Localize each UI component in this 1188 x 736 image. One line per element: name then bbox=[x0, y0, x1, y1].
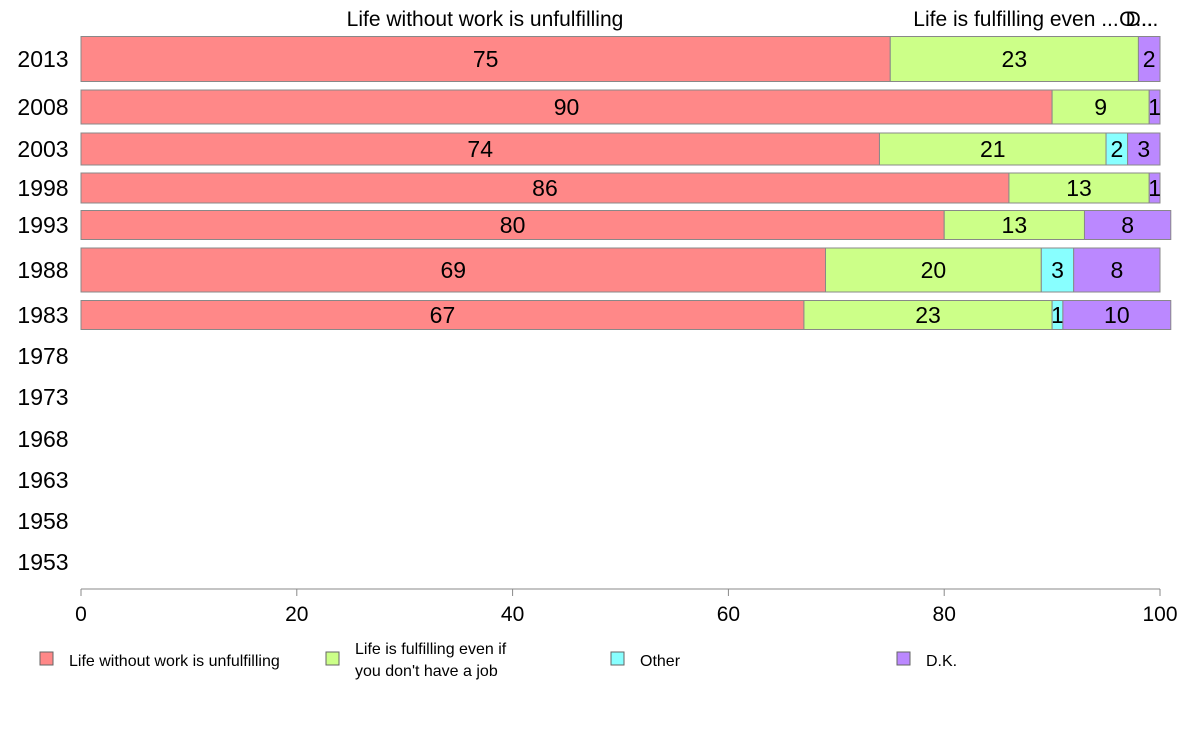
bar-segment bbox=[1051, 89, 1150, 125]
legend-label: you don't have a job bbox=[355, 663, 498, 680]
bar-value-label: 8 bbox=[1110, 257, 1123, 283]
bar-value-label: 69 bbox=[440, 257, 466, 283]
bar-value-label: 67 bbox=[430, 302, 456, 328]
bar-value-label: 74 bbox=[467, 136, 493, 162]
bar-segment bbox=[1148, 89, 1161, 125]
bar-segment bbox=[825, 247, 1042, 293]
bar-segment bbox=[1062, 300, 1172, 330]
bar-segment bbox=[878, 132, 1107, 166]
bar-segment bbox=[1127, 132, 1161, 166]
year-label: 1993 bbox=[17, 212, 68, 238]
year-label: 1988 bbox=[17, 257, 68, 283]
bar-value-label: 2 bbox=[1110, 136, 1123, 162]
year-label: 1983 bbox=[17, 302, 68, 328]
bar-value-label: 90 bbox=[554, 94, 580, 120]
x-tick-label: 80 bbox=[933, 603, 956, 626]
bar-value-label: 1 bbox=[1148, 94, 1161, 120]
top-series-label: D... bbox=[1126, 8, 1159, 31]
bar-segment bbox=[943, 210, 1085, 240]
bar-segment bbox=[80, 300, 805, 330]
bar-value-label: 21 bbox=[980, 136, 1006, 162]
bar-value-label: 23 bbox=[1002, 46, 1028, 72]
bar-value-label: 9 bbox=[1094, 94, 1107, 120]
bar-value-label: 10 bbox=[1104, 302, 1130, 328]
bar-value-label: 80 bbox=[500, 212, 526, 238]
bar-segment bbox=[80, 132, 880, 166]
bar-segment bbox=[80, 210, 945, 240]
bar-segment bbox=[1148, 172, 1161, 204]
year-label: 2008 bbox=[17, 94, 68, 120]
bar-segment bbox=[80, 172, 1010, 204]
year-label: 1998 bbox=[17, 175, 68, 201]
bar-value-label: 20 bbox=[921, 257, 947, 283]
year-label: 1953 bbox=[17, 549, 68, 575]
x-tick-label: 20 bbox=[285, 603, 308, 626]
bar-value-label: 1 bbox=[1148, 175, 1161, 201]
legend-swatch bbox=[325, 651, 340, 666]
bar-value-label: 3 bbox=[1137, 136, 1150, 162]
x-tick-label: 100 bbox=[1142, 603, 1177, 626]
year-label: 1968 bbox=[17, 426, 68, 452]
bar-value-label: 13 bbox=[1002, 212, 1028, 238]
top-series-label: Life without work is unfulfilling bbox=[347, 8, 624, 31]
top-series-label: Life is fulfilling even ... bbox=[913, 8, 1118, 31]
x-tick-label: 40 bbox=[501, 603, 524, 626]
bar-value-label: 23 bbox=[915, 302, 941, 328]
bar-value-label: 2 bbox=[1143, 46, 1156, 72]
bar-segment bbox=[1083, 210, 1172, 240]
bar-value-label: 8 bbox=[1121, 212, 1134, 238]
year-label: 2003 bbox=[17, 136, 68, 162]
legend-swatch bbox=[39, 651, 54, 666]
bar-segment bbox=[803, 300, 1053, 330]
year-label: 1978 bbox=[17, 343, 68, 369]
bar-segment bbox=[889, 36, 1139, 82]
bar-segment bbox=[1137, 36, 1161, 82]
year-label: 1958 bbox=[17, 508, 68, 534]
bar-value-label: 3 bbox=[1051, 257, 1064, 283]
bar-segment bbox=[1040, 247, 1075, 293]
legend-swatch bbox=[896, 651, 911, 666]
x-tick-label: 60 bbox=[717, 603, 740, 626]
legend-label: Life without work is unfulfilling bbox=[69, 653, 280, 670]
year-label: 1973 bbox=[17, 384, 68, 410]
bar-value-label: 13 bbox=[1066, 175, 1092, 201]
legend-label: Life is fulfilling even if bbox=[355, 641, 507, 658]
legend-label: D.K. bbox=[926, 653, 957, 670]
x-tick-label: 0 bbox=[75, 603, 87, 626]
legend-label: Other bbox=[640, 653, 681, 670]
bar-segment bbox=[80, 89, 1053, 125]
bar-value-label: 1 bbox=[1051, 302, 1064, 328]
legend-swatch bbox=[610, 651, 625, 666]
top-series-label: O... bbox=[1119, 8, 1153, 31]
bar-segment bbox=[1073, 247, 1161, 293]
bar-value-label: 86 bbox=[532, 175, 558, 201]
year-label: 1963 bbox=[17, 467, 68, 493]
bar-value-label: 75 bbox=[473, 46, 499, 72]
bar-segment bbox=[80, 247, 827, 293]
year-label: 2013 bbox=[17, 46, 68, 72]
